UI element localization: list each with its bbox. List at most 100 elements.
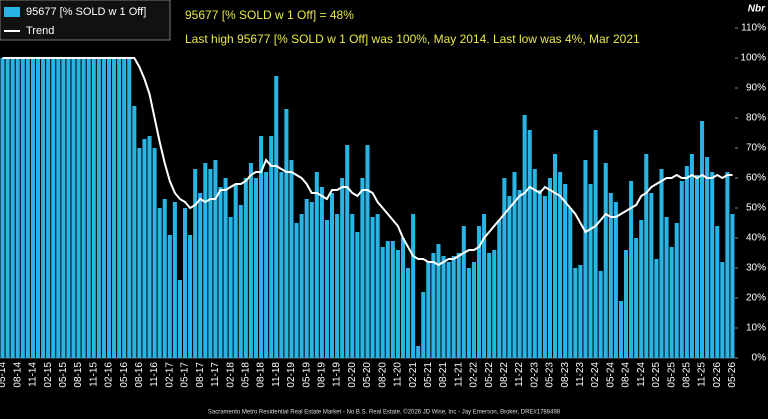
bar xyxy=(456,253,461,358)
bar xyxy=(132,106,137,358)
bar xyxy=(623,250,629,358)
bar xyxy=(720,262,725,358)
bar xyxy=(10,58,15,358)
legend-swatch xyxy=(4,7,20,17)
bar xyxy=(502,178,507,358)
trend-line xyxy=(2,57,733,267)
bar xyxy=(471,262,476,358)
y-tick-label: 90% xyxy=(746,83,766,94)
bar xyxy=(659,169,664,358)
x-tick-label: 11-21 xyxy=(453,362,464,387)
bar xyxy=(446,262,451,358)
x-tick-label: 05-23 xyxy=(545,362,556,388)
x-tick-label: 05-22 xyxy=(484,362,495,388)
bar xyxy=(96,58,101,358)
bar xyxy=(35,58,41,358)
bar xyxy=(340,178,345,358)
bar xyxy=(304,199,309,358)
bar xyxy=(66,58,71,358)
y-tick-label: 0% xyxy=(752,353,767,364)
bar xyxy=(101,58,106,358)
bar xyxy=(289,160,294,358)
bar xyxy=(649,193,654,358)
bar xyxy=(400,238,406,358)
bar xyxy=(20,58,25,358)
bar xyxy=(512,172,517,358)
x-tick-label: 08-14 xyxy=(12,362,23,388)
bar xyxy=(264,172,269,358)
bar xyxy=(203,163,208,358)
x-tick-label: 11-23 xyxy=(575,362,586,387)
bar xyxy=(527,130,532,358)
x-tick-label: 02-18 xyxy=(225,362,236,388)
bar xyxy=(421,292,426,358)
bar xyxy=(162,199,167,358)
bar xyxy=(558,172,563,358)
y-tick-label: 40% xyxy=(746,233,766,244)
bar xyxy=(370,217,375,358)
bar xyxy=(618,301,623,358)
bar xyxy=(46,58,51,358)
bar xyxy=(644,154,649,358)
y-tick-label: 70% xyxy=(746,143,766,154)
bar xyxy=(233,184,238,358)
bar xyxy=(188,235,193,358)
bar xyxy=(441,256,446,358)
bar xyxy=(416,346,421,358)
bar xyxy=(299,214,304,358)
bar xyxy=(0,58,5,358)
y-tick-label: 50% xyxy=(746,203,766,214)
bar xyxy=(730,214,735,358)
x-tick-label: 02-16 xyxy=(104,362,115,388)
bar xyxy=(152,148,157,358)
bar xyxy=(253,178,259,358)
bar xyxy=(431,253,436,358)
x-tick-label: 05-20 xyxy=(362,362,373,388)
bar xyxy=(5,58,10,358)
y-tick-label: 60% xyxy=(746,173,766,184)
y-tick-label: 20% xyxy=(746,293,766,304)
x-tick-label: 11-22 xyxy=(514,362,525,387)
bar xyxy=(137,148,142,358)
bar xyxy=(122,58,127,358)
bar xyxy=(588,184,593,358)
bar xyxy=(451,256,456,358)
bar xyxy=(380,247,385,358)
x-tick-label: 08-22 xyxy=(499,362,510,388)
bar xyxy=(710,172,715,358)
bar xyxy=(725,172,730,358)
x-tick-label: 05-24 xyxy=(605,362,616,388)
bar xyxy=(56,58,61,358)
bar xyxy=(568,208,573,358)
bar xyxy=(81,58,86,358)
x-tick-label: 05-26 xyxy=(727,362,738,388)
bar xyxy=(294,223,299,358)
bar xyxy=(314,172,319,358)
bar xyxy=(689,154,694,358)
bar xyxy=(487,253,492,358)
x-tick-label: 08-18 xyxy=(256,362,267,388)
bar xyxy=(426,262,431,358)
x-tick-label: 05-14 xyxy=(0,362,8,388)
bar xyxy=(172,202,177,358)
bar xyxy=(578,265,583,358)
x-tick-label: 05-16 xyxy=(119,362,130,388)
x-tick-label: 02-17 xyxy=(164,362,175,388)
bar xyxy=(30,58,35,358)
bar xyxy=(345,145,350,358)
bar xyxy=(147,136,152,358)
x-tick-label: 02-19 xyxy=(286,362,297,388)
bar xyxy=(537,190,542,358)
x-tick-label: 08-21 xyxy=(438,362,449,388)
y-tick-label: 110% xyxy=(741,23,766,34)
bar xyxy=(517,190,522,358)
x-tick-label: 08-15 xyxy=(73,362,84,388)
bar xyxy=(329,193,335,358)
x-tick-label: 05-21 xyxy=(423,362,434,388)
bar xyxy=(395,250,400,358)
bar xyxy=(461,226,466,358)
bar xyxy=(198,193,203,358)
x-tick-label: 11-17 xyxy=(210,362,221,387)
bar xyxy=(142,139,147,358)
